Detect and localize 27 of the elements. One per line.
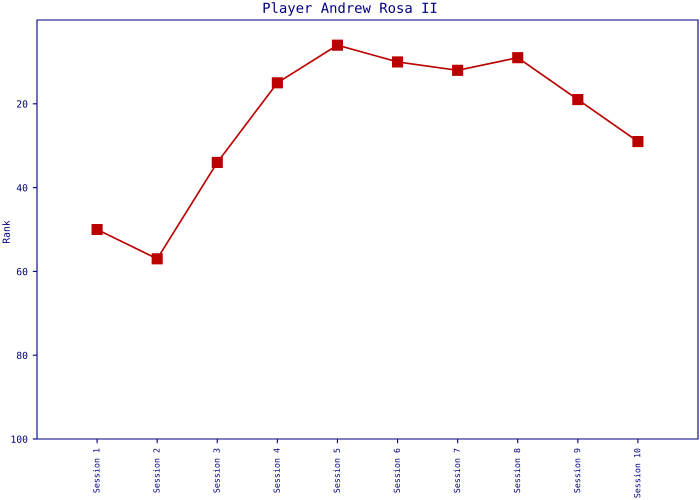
x-tick-label: Session 8 xyxy=(514,448,520,493)
y-tick-label: 80 xyxy=(16,352,28,360)
point xyxy=(212,156,223,168)
point xyxy=(332,40,344,51)
y-tick-label: 40 xyxy=(16,184,28,192)
x-tick-label: Session 5 xyxy=(333,448,340,493)
chart-title: Player Andrew Rosa II xyxy=(264,2,436,16)
y-axis-title: Rank xyxy=(2,220,10,244)
point xyxy=(92,224,103,236)
point xyxy=(452,64,464,76)
point xyxy=(512,52,524,64)
x-tick-label: Session 2 xyxy=(153,448,160,493)
y-tick-label: 20 xyxy=(16,100,28,108)
x-tick-label: Session 9 xyxy=(574,448,580,493)
point xyxy=(272,77,283,88)
point xyxy=(632,136,644,148)
x-tick-label: Session 6 xyxy=(394,448,400,493)
x-tick-label: Session 1 xyxy=(93,448,100,493)
x-tick-label: Session 7 xyxy=(454,448,460,493)
point xyxy=(392,56,404,68)
x-tick-label: Session 4 xyxy=(273,448,280,493)
x-tick-label: Session 10 xyxy=(634,448,640,498)
y-tick-label: 100 xyxy=(12,436,28,443)
x-tick-label: Session 3 xyxy=(213,448,220,493)
point xyxy=(152,253,163,264)
point xyxy=(572,94,584,106)
y-tick-label: 60 xyxy=(16,268,28,276)
